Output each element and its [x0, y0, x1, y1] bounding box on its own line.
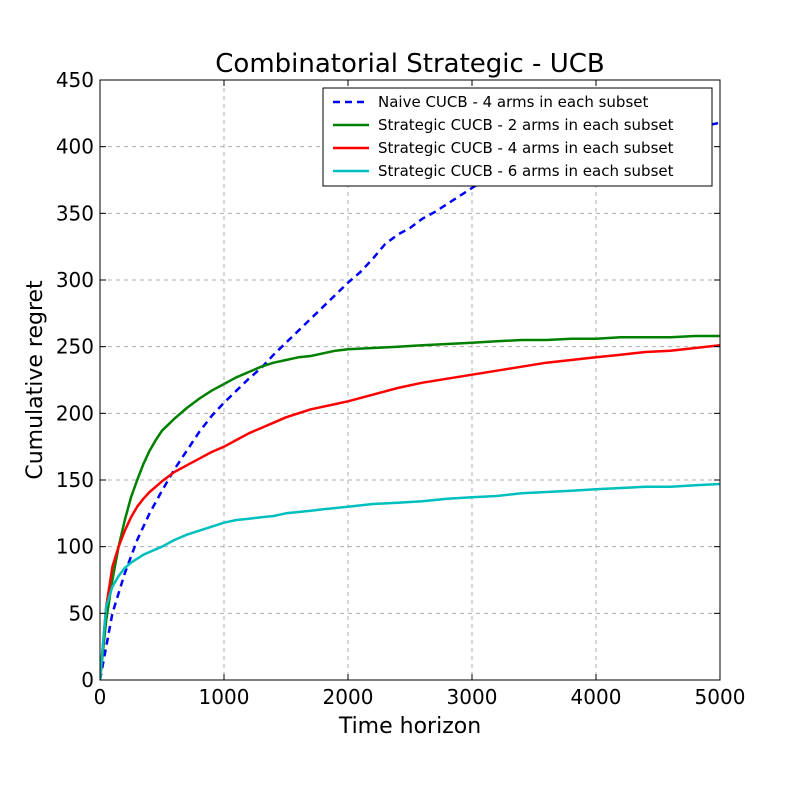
y-tick-label: 400 — [56, 135, 94, 159]
series-line-2 — [100, 334, 720, 680]
x-tick-label: 4000 — [571, 685, 622, 709]
y-tick-label: 200 — [56, 401, 94, 425]
y-tick-label: 50 — [69, 601, 94, 625]
x-tick-label: 5000 — [695, 685, 746, 709]
series-line-3 — [100, 344, 720, 680]
y-tick-label: 0 — [81, 668, 94, 692]
legend-label: Strategic CUCB - 2 arms in each subset — [378, 116, 674, 134]
legend-box — [322, 87, 713, 187]
series-line-4 — [100, 482, 720, 680]
series-layer — [100, 121, 720, 680]
chart-title: Combinatorial Strategic - UCB — [215, 49, 604, 79]
series-line-1 — [100, 121, 720, 680]
y-tick-label: 100 — [56, 535, 94, 559]
x-axis-label: Time horizon — [338, 714, 481, 739]
y-tick-label: 300 — [56, 268, 94, 292]
x-tick-label: 1000 — [199, 685, 250, 709]
legend: Naive CUCB - 4 arms in each subset Strate… — [322, 87, 713, 187]
y-axis-label: Cumulative regret — [23, 280, 48, 480]
y-tick-label: 350 — [56, 201, 94, 225]
x-tick-label: 0 — [94, 685, 107, 709]
legend-label: Naive CUCB - 4 arms in each subset — [378, 93, 648, 111]
y-tick-label: 150 — [56, 468, 94, 492]
legend-label: Strategic CUCB - 6 arms in each subset — [378, 162, 674, 180]
x-tick-label: 2000 — [323, 685, 374, 709]
legend-label: Strategic CUCB - 4 arms in each subset — [378, 139, 674, 157]
axis-ticks: 0 1000 2000 3000 4000 5000 0 50 100 150 200 250 300 3… — [56, 68, 746, 709]
x-tick-label: 3000 — [447, 685, 498, 709]
y-tick-label: 250 — [56, 335, 94, 359]
plot-frame — [99, 79, 721, 681]
y-tick-label: 450 — [56, 68, 94, 92]
